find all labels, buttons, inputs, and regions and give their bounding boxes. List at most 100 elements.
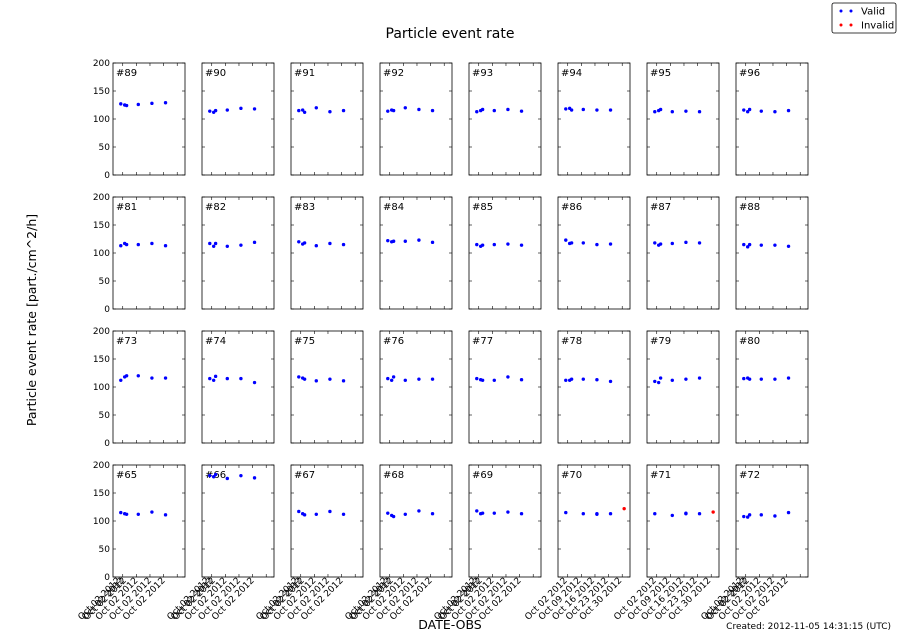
valid-point: [506, 375, 510, 379]
valid-point: [747, 377, 752, 381]
subplot-frame: [379, 62, 453, 176]
subplot-label: #85: [472, 202, 493, 213]
valid-point: [211, 378, 216, 382]
valid-point: [163, 513, 168, 517]
valid-point: [314, 379, 318, 383]
subplot-label: #83: [294, 202, 315, 213]
valid-point: [163, 244, 168, 248]
subplot-label: #92: [383, 68, 404, 79]
valid-point: [341, 242, 346, 247]
subplot-label: #90: [205, 68, 226, 79]
valid-point: [302, 241, 307, 245]
subplot-label: #96: [739, 68, 760, 79]
valid-point: [163, 376, 168, 380]
y-tick-label: 50: [99, 277, 111, 287]
valid-point: [786, 108, 791, 113]
subplot-label: #68: [383, 470, 404, 481]
valid-point: [302, 377, 307, 381]
subplot-panel: #87: [646, 196, 720, 310]
valid-point: [475, 110, 479, 114]
subplot-panel: #90: [201, 62, 275, 176]
subplot-label: #73: [116, 336, 137, 347]
valid-point: [252, 476, 257, 480]
subplot-frame: [379, 330, 453, 444]
valid-point: [595, 512, 599, 516]
valid-point: [492, 108, 496, 113]
legend-valid-label: Valid: [861, 7, 885, 18]
subplot-frame: [468, 464, 542, 578]
valid-point: [519, 512, 524, 516]
subplot-label: #93: [472, 68, 493, 79]
subplot-label: #81: [116, 202, 137, 213]
valid-point: [208, 473, 212, 478]
valid-point: [569, 377, 574, 381]
valid-point: [684, 240, 688, 245]
valid-point: [492, 511, 496, 515]
x-axis-label: DATE-OBS: [418, 617, 482, 632]
valid-point: [208, 109, 212, 113]
valid-point: [506, 107, 510, 112]
valid-point: [480, 511, 485, 515]
valid-point: [252, 240, 257, 245]
subplot-frame: [290, 62, 364, 176]
valid-point: [297, 108, 301, 113]
subplot-panel: #88: [735, 196, 809, 310]
subplot-frame: [735, 330, 809, 444]
valid-point: [403, 106, 407, 110]
y-tick-label: 0: [104, 305, 110, 315]
valid-point: [430, 108, 435, 113]
subplot-frame: [646, 464, 720, 578]
valid-point: [314, 244, 318, 248]
valid-point: [519, 243, 524, 247]
subplot-label: #82: [205, 202, 226, 213]
subplot-panel: #80: [735, 330, 809, 444]
valid-point: [297, 509, 301, 514]
subplot-label: #70: [561, 470, 582, 481]
valid-point: [341, 379, 346, 383]
valid-point: [213, 108, 218, 113]
subplot-panel: #96: [735, 62, 809, 176]
subplot-panel: #93: [468, 62, 542, 176]
valid-point: [759, 513, 763, 517]
y-tick-label: 100: [93, 383, 110, 393]
subplot-label: #84: [383, 202, 404, 213]
valid-point: [519, 378, 524, 382]
valid-point: [386, 238, 390, 243]
valid-point: [697, 376, 702, 380]
subplot-frame: [646, 196, 720, 310]
valid-point: [786, 376, 791, 380]
valid-point: [124, 242, 129, 247]
y-tick-label: 150: [93, 489, 110, 499]
valid-point: [124, 374, 129, 378]
created-timestamp: Created: 2012-11-05 14:31:15 (UTC): [726, 622, 891, 632]
valid-point: [208, 241, 212, 246]
valid-point: [252, 107, 257, 111]
panels: #89 0 50 100 150 200 #90 #91 #92 #93 #94 #95 #96 #81 0…: [76, 59, 809, 622]
subplot-frame: [379, 196, 453, 310]
valid-point: [670, 241, 674, 246]
valid-point: [213, 472, 218, 477]
valid-point: [492, 378, 496, 382]
valid-point: [225, 476, 229, 481]
subplot-panel: #81 0 50 100 150 200: [93, 193, 186, 315]
valid-point: [475, 376, 479, 381]
valid-point: [564, 510, 568, 515]
valid-point: [786, 510, 791, 515]
valid-point: [239, 473, 243, 478]
valid-point: [341, 108, 346, 113]
valid-point: [417, 377, 421, 381]
subplot-frame: [557, 62, 631, 176]
y-tick-label: 50: [99, 545, 111, 555]
valid-point: [417, 107, 421, 112]
valid-point: [742, 514, 746, 519]
subplot-panel: #73 0 50 100 150 200: [93, 327, 186, 449]
subplot-frame: [735, 196, 809, 310]
valid-point: [684, 109, 688, 113]
subplot-panel: #76: [379, 330, 453, 444]
subplot-label: #65: [116, 470, 137, 481]
valid-point: [124, 512, 129, 516]
valid-point: [211, 475, 216, 479]
y-tick-label: 0: [104, 439, 110, 449]
